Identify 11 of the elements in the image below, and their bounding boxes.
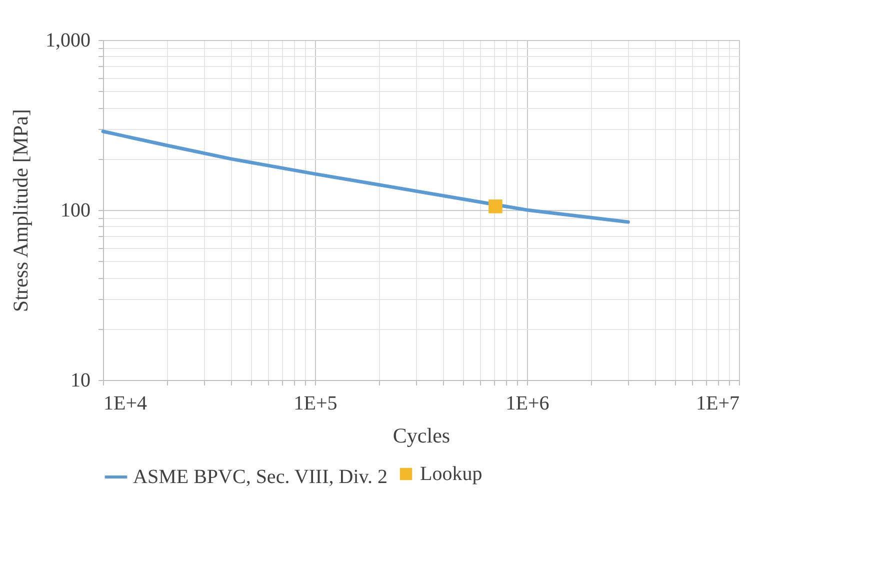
y-tick-label: 1,000 <box>46 30 90 52</box>
x-tick-label: 1E+5 <box>294 392 338 414</box>
legend-label: Lookup <box>420 463 482 485</box>
x-axis-title: Cycles <box>392 424 450 448</box>
legend-label: ASME BPVC, Sec. VIII, Div. 2 <box>133 466 388 488</box>
y-tick-label: 10 <box>70 370 90 392</box>
y-tick-label: 100 <box>60 200 90 222</box>
x-tick-label: 1E+7 <box>696 392 740 414</box>
y-axis-title: Stress Amplitude [MPa] <box>8 109 32 312</box>
x-tick-label: 1E+6 <box>506 392 550 414</box>
x-tick-label: 1E+4 <box>104 392 147 414</box>
